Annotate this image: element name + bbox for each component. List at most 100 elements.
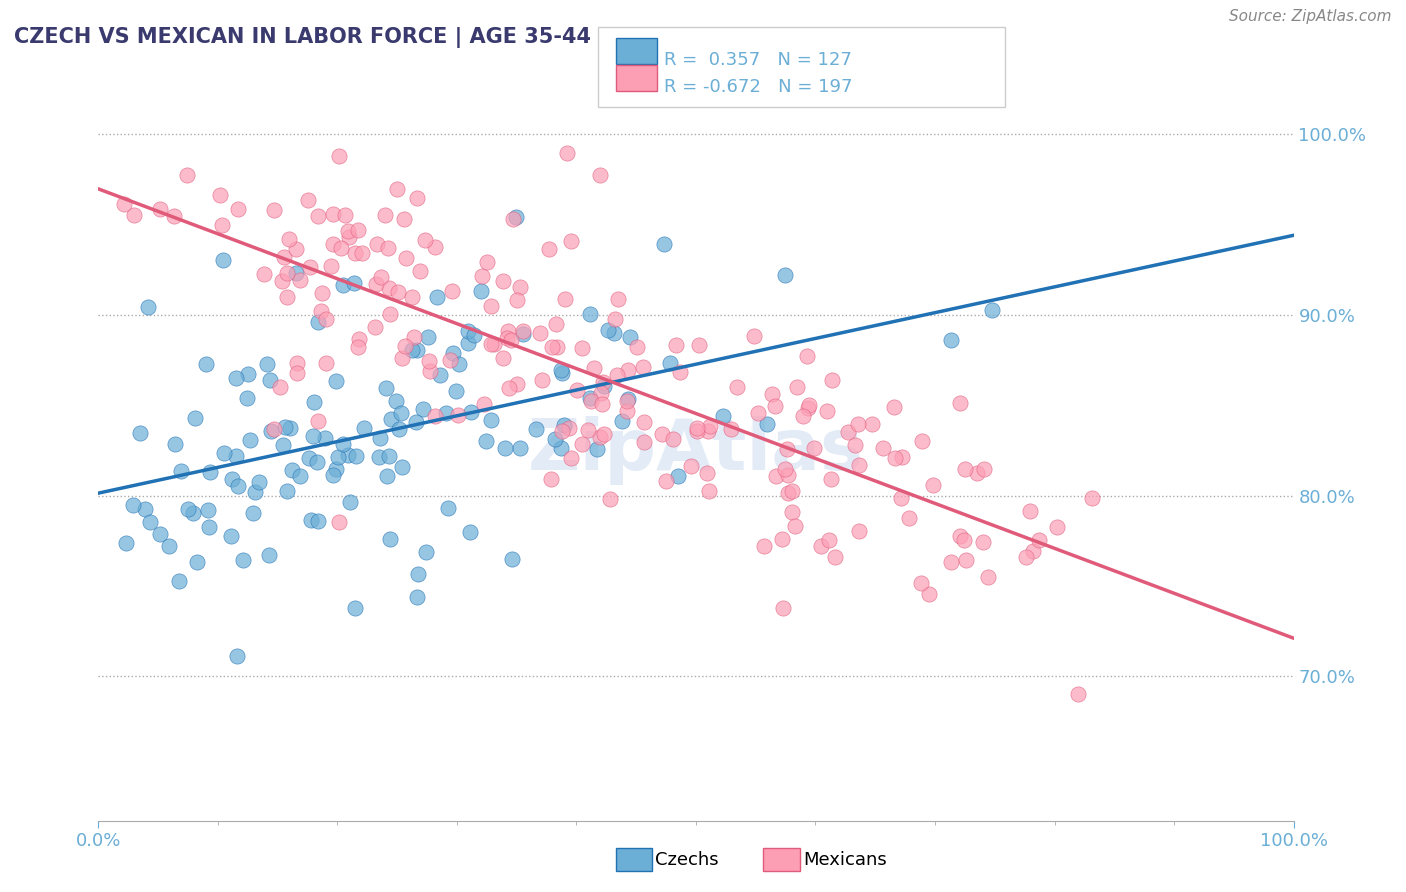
Point	[276, 266, 298, 280]
Point	[259, 424, 281, 438]
Point	[194, 357, 217, 371]
Point	[284, 266, 307, 280]
Point	[276, 290, 298, 304]
Point	[817, 533, 839, 547]
Point	[479, 413, 502, 427]
Point	[337, 229, 360, 244]
Point	[815, 404, 838, 418]
Point	[972, 535, 994, 549]
Point	[696, 466, 718, 480]
Point	[163, 209, 186, 223]
Point	[225, 371, 247, 385]
Point	[406, 191, 429, 205]
Point	[374, 208, 396, 222]
Point	[366, 237, 388, 252]
Point	[163, 437, 186, 451]
Point	[288, 469, 311, 483]
Point	[273, 250, 295, 264]
Point	[419, 364, 441, 378]
Point	[277, 232, 299, 246]
Point	[1018, 504, 1040, 518]
Point	[343, 276, 366, 290]
Point	[824, 550, 846, 565]
Point	[405, 343, 427, 358]
Point	[551, 366, 574, 380]
Point	[955, 553, 977, 567]
Point	[479, 337, 502, 351]
Point	[776, 485, 799, 500]
Point	[498, 324, 520, 338]
Point	[603, 326, 626, 340]
Point	[197, 502, 219, 516]
Point	[616, 393, 638, 408]
Point	[391, 351, 413, 365]
Point	[910, 575, 932, 590]
Point	[579, 307, 602, 321]
Point	[953, 533, 976, 547]
Point	[948, 396, 970, 410]
Point	[631, 360, 654, 375]
Point	[686, 424, 709, 438]
Point	[380, 307, 402, 321]
Point	[592, 375, 614, 389]
Point	[911, 434, 934, 448]
Point	[328, 515, 350, 529]
Point	[977, 570, 1000, 584]
Point	[308, 209, 330, 223]
Point	[402, 329, 425, 343]
Point	[377, 241, 399, 255]
Point	[423, 409, 446, 423]
Point	[557, 421, 579, 435]
Point	[347, 340, 370, 354]
Point	[412, 402, 434, 417]
Point	[332, 437, 354, 451]
Point	[616, 363, 638, 377]
Point	[792, 409, 814, 424]
Point	[314, 431, 336, 445]
Point	[699, 418, 721, 433]
Point	[498, 381, 520, 395]
Point	[302, 394, 325, 409]
Point	[429, 368, 451, 383]
Point	[380, 412, 402, 426]
Point	[378, 280, 401, 294]
Point	[844, 437, 866, 451]
Point	[550, 363, 572, 377]
Point	[655, 474, 678, 488]
Point	[890, 491, 912, 505]
Point	[401, 290, 423, 304]
Point	[484, 337, 506, 351]
Point	[501, 552, 523, 566]
Point	[243, 485, 266, 500]
Point	[711, 409, 734, 424]
Point	[149, 527, 172, 541]
Point	[697, 483, 720, 498]
Point	[288, 273, 311, 287]
Point	[328, 149, 350, 163]
Point	[276, 483, 298, 498]
Point	[505, 211, 527, 225]
Point	[307, 315, 329, 329]
Point	[776, 442, 799, 457]
Point	[177, 501, 200, 516]
Point	[551, 424, 574, 438]
Point	[149, 202, 172, 216]
Point	[592, 427, 614, 442]
Point	[544, 317, 567, 331]
Point	[949, 529, 972, 543]
Point	[494, 441, 516, 455]
Point	[973, 462, 995, 476]
Point	[554, 292, 576, 306]
Point	[610, 414, 633, 428]
Point	[658, 356, 681, 370]
Point	[619, 330, 641, 344]
Point	[226, 478, 249, 492]
Point	[633, 434, 655, 449]
Point	[783, 519, 806, 533]
Point	[298, 451, 321, 466]
Point	[271, 438, 294, 452]
Point	[321, 259, 343, 273]
Point	[439, 353, 461, 368]
Point	[846, 417, 869, 432]
Point	[593, 379, 616, 393]
